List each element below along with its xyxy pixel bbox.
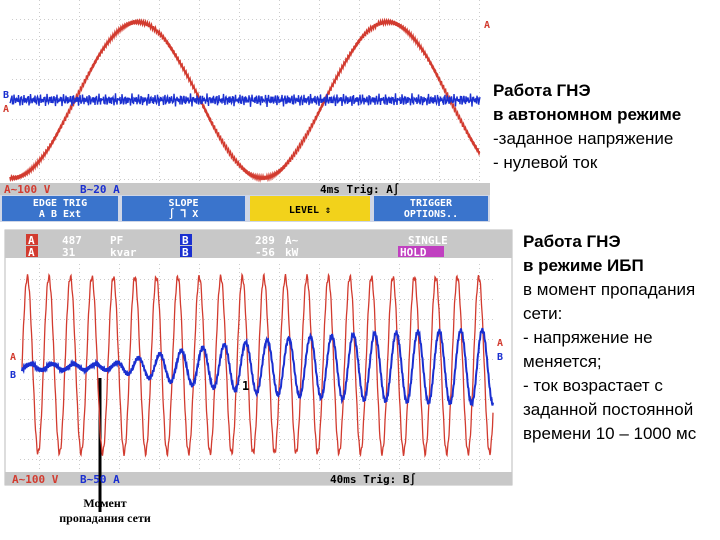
body-line: в момент пропадания bbox=[523, 280, 695, 299]
channel-marker: A bbox=[497, 338, 503, 349]
header-text: 31 bbox=[62, 246, 76, 259]
scope1-grid bbox=[10, 0, 480, 183]
channel-marker: B bbox=[497, 352, 503, 363]
caption: Момент bbox=[83, 496, 126, 510]
header-text: A bbox=[28, 246, 35, 259]
current-trace bbox=[21, 327, 494, 408]
header-text: 289 bbox=[255, 234, 275, 247]
voltage-trace bbox=[9, 17, 481, 183]
cursor-marker: 1 bbox=[242, 379, 249, 393]
menu-button[interactable] bbox=[122, 196, 245, 221]
header-text: kW bbox=[285, 246, 299, 259]
header-box bbox=[398, 246, 444, 257]
status-text: B~20 A bbox=[80, 183, 120, 196]
body-line: меняется; bbox=[523, 352, 602, 371]
menu-label: SLOPE bbox=[168, 198, 198, 209]
header-box bbox=[180, 246, 192, 257]
heading: Работа ГНЭ bbox=[493, 81, 591, 100]
heading: Работа ГНЭ bbox=[523, 232, 621, 251]
header-text: B bbox=[182, 246, 189, 259]
heading: в автономном режиме bbox=[493, 105, 681, 124]
body-line: времени 10 – 1000 мс bbox=[523, 424, 697, 443]
channel-marker: B bbox=[10, 370, 16, 381]
menu-label: ∫ ⅂ X bbox=[169, 208, 199, 220]
channel-marker: A bbox=[10, 352, 16, 363]
header-text: A bbox=[28, 234, 35, 247]
header-text: -56 bbox=[255, 246, 275, 259]
scope2-status-bar bbox=[5, 472, 512, 485]
current-trace bbox=[9, 93, 481, 107]
header-box bbox=[26, 234, 38, 245]
header-text: B bbox=[182, 234, 189, 247]
body-line: - ток возрастает с bbox=[523, 376, 663, 395]
scope1-status-bar bbox=[0, 183, 490, 195]
caption: пропадания сети bbox=[59, 511, 151, 525]
body-line: сети: bbox=[523, 304, 562, 323]
menu-label: EDGE TRIG bbox=[33, 198, 87, 209]
channel-marker: A bbox=[484, 20, 490, 31]
menu-label: OPTIONS.. bbox=[404, 209, 458, 220]
channel-marker: A bbox=[3, 104, 9, 115]
header-text: SINGLE bbox=[408, 234, 448, 247]
menu-label: LEVEL ⇕ bbox=[289, 205, 331, 216]
menu-button[interactable] bbox=[250, 196, 370, 221]
body-line: - нулевой ток bbox=[493, 153, 598, 172]
channel-marker: B bbox=[3, 90, 9, 101]
header-text: HOLD bbox=[400, 246, 427, 259]
status-text: 4ms Trig: A∫ bbox=[320, 183, 399, 196]
body-line: -заданное напряжение bbox=[493, 129, 673, 148]
status-text: B~50 A bbox=[80, 473, 120, 486]
body-line: - напряжение не bbox=[523, 328, 653, 347]
header-text: PF bbox=[110, 234, 123, 247]
status-text: 40ms Trig: B∫ bbox=[330, 473, 416, 486]
header-text: A~ bbox=[285, 234, 299, 247]
header-text: 487 bbox=[62, 234, 82, 247]
header-box bbox=[26, 246, 38, 257]
body-line: заданной постоянной bbox=[523, 400, 693, 419]
header-box bbox=[180, 234, 192, 245]
status-text: A~100 V bbox=[12, 473, 59, 486]
menu-label: A B Ext bbox=[39, 209, 81, 220]
status-text: A~100 V bbox=[4, 183, 51, 196]
menu-label: TRIGGER bbox=[410, 198, 453, 209]
heading: в режиме ИБП bbox=[523, 256, 644, 275]
header-text: kvar bbox=[110, 246, 137, 259]
menu-button[interactable] bbox=[2, 196, 118, 221]
menu-button[interactable] bbox=[374, 196, 488, 221]
